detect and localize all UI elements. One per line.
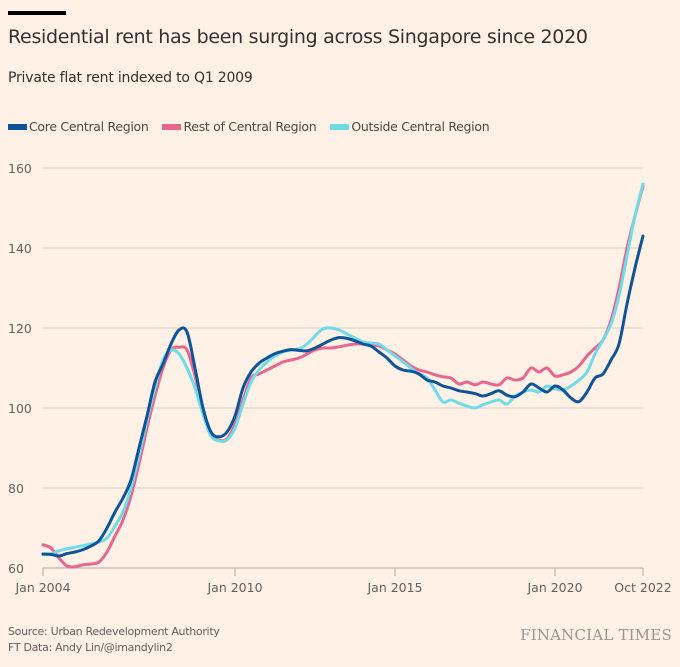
legend-label: Core Central Region — [29, 119, 149, 134]
x-axis: Jan 2004 Jan 2010 Jan 2015 Jan 2020 Oct 2022 — [14, 567, 672, 595]
y-tick-label-100: 100 — [8, 401, 32, 416]
legend-label: Outside Central Region — [351, 119, 490, 134]
y-tick-label-80: 80 — [8, 481, 24, 496]
credit-text: FT Data: Andy Lin/@imandylin2 — [8, 641, 173, 654]
series-lines — [41, 182, 645, 569]
source-text: Source: Urban Redevelopment Authority — [8, 625, 220, 638]
chart-title: Residential rent has been surging across… — [8, 26, 588, 48]
y-tick-label-140: 140 — [8, 241, 32, 256]
footer-source: Source: Urban Redevelopment Authority FT… — [8, 624, 220, 656]
ft-accent-bar — [8, 11, 66, 15]
series-line-core-central-region — [41, 234, 645, 558]
legend-label: Rest of Central Region — [183, 119, 317, 134]
legend-item-core-central: Core Central Region — [8, 119, 149, 134]
y-axis-ticks: 60 80 100 120 140 160 — [8, 161, 32, 576]
legend-swatch-rest-of-central — [162, 123, 182, 130]
x-tick-label: Jan 2015 — [366, 580, 422, 595]
legend-item-rest-of-central: Rest of Central Region — [162, 119, 317, 134]
chart-subtitle: Private flat rent indexed to Q1 2009 — [8, 70, 253, 86]
y-tick-label-120: 120 — [8, 321, 32, 336]
legend-item-outside-central: Outside Central Region — [330, 119, 490, 134]
x-tick-label: Jan 2020 — [526, 580, 582, 595]
x-tick-label: Jan 2010 — [206, 580, 262, 595]
series-line-rest-of-central-region — [41, 184, 645, 569]
y-tick-label-60: 60 — [8, 561, 24, 576]
x-tick-label: Jan 2004 — [14, 580, 70, 595]
legend-swatch-outside-central — [330, 123, 350, 130]
gridlines — [43, 167, 643, 489]
x-tick-label: Oct 2022 — [614, 580, 671, 595]
series-line-outside-central-region — [41, 182, 645, 557]
legend: Core Central Region Rest of Central Regi… — [8, 119, 503, 134]
legend-swatch-core-central — [8, 123, 27, 130]
ft-brand-logo: FINANCIAL TIMES — [520, 626, 672, 644]
y-tick-label-160: 160 — [8, 161, 32, 176]
